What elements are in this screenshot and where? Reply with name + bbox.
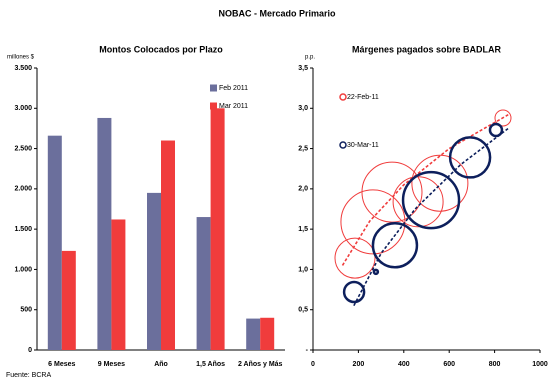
y-axis-label: p.p.: [305, 55, 315, 61]
y-tick-label: 3.000: [14, 105, 32, 112]
x-tick-label: 1,5 Años: [196, 361, 225, 368]
x-tick-label: 2 Años y Más: [238, 361, 283, 368]
x-tick-label: 6 Meses: [48, 361, 75, 368]
y-tick-label: 1,5: [298, 226, 308, 233]
bubble: [448, 136, 492, 179]
y-tick-label: 2,5: [298, 145, 308, 152]
y-tick-label: 2.000: [14, 186, 32, 193]
y-tick-label: -: [306, 347, 309, 354]
y-tick-label: 0: [28, 347, 32, 354]
x-tick-label: 800: [489, 361, 501, 368]
legend-swatch: [210, 84, 217, 92]
chart-title: Montos Colocados por Plazo: [99, 44, 223, 54]
bubble: [494, 109, 512, 127]
bubble: [340, 189, 406, 255]
legend-marker: [339, 141, 347, 149]
bubble: [392, 176, 444, 228]
legend-label: Feb 2011: [219, 85, 248, 92]
x-tick-label: 0: [311, 361, 315, 368]
legend-marker: [339, 93, 347, 101]
bubble: [361, 161, 423, 223]
y-tick-label: 2,0: [298, 186, 308, 193]
bubble: [334, 237, 376, 279]
y-tick-label: 3,5: [298, 65, 308, 72]
bar: [260, 317, 275, 350]
legend-label: 22-Feb-11: [347, 94, 379, 101]
bar: [147, 192, 161, 350]
bubble: [488, 122, 504, 138]
y-tick-label: 1,0: [298, 266, 308, 273]
bubble: [411, 154, 469, 212]
bar: [111, 219, 126, 350]
x-tick-label: 200: [353, 361, 365, 368]
bar: [161, 140, 175, 350]
bar: [61, 250, 76, 350]
y-tick-label: 0,5: [298, 307, 308, 314]
y-tick-label: 1.000: [14, 266, 32, 273]
bar: [97, 117, 112, 350]
y-tick-label: 500: [20, 307, 32, 314]
x-tick-label: 1000: [532, 361, 548, 368]
y-tick-label: 2.500: [14, 145, 32, 152]
legend-label: 30-Mar-11: [347, 142, 379, 149]
x-tick-label: Año: [154, 361, 168, 368]
page-title: NOBAC - Mercado Primario: [218, 8, 336, 18]
x-tick-label: 400: [398, 361, 410, 368]
x-tick-label: 9 Meses: [98, 361, 125, 368]
trend-line: [353, 127, 509, 307]
y-tick-label: 3,0: [298, 105, 308, 112]
bubble: [372, 268, 380, 276]
x-tick-label: 600: [443, 361, 455, 368]
bar: [210, 108, 225, 351]
bar: [47, 135, 62, 350]
chart-title: Márgenes pagados sobre BADLAR: [352, 44, 502, 54]
legend-swatch: [210, 102, 217, 110]
bar: [196, 217, 211, 350]
source: Fuente: BCRA: [6, 372, 51, 379]
bar: [246, 318, 261, 350]
y-tick-label: 1.500: [14, 226, 32, 233]
bubble: [342, 280, 366, 304]
bubble: [371, 222, 419, 269]
bubble: [401, 170, 461, 230]
legend-label: Mar 2011: [219, 103, 248, 110]
y-tick-label: 3.500: [14, 65, 32, 72]
y-axis-label: millones $: [7, 55, 35, 61]
